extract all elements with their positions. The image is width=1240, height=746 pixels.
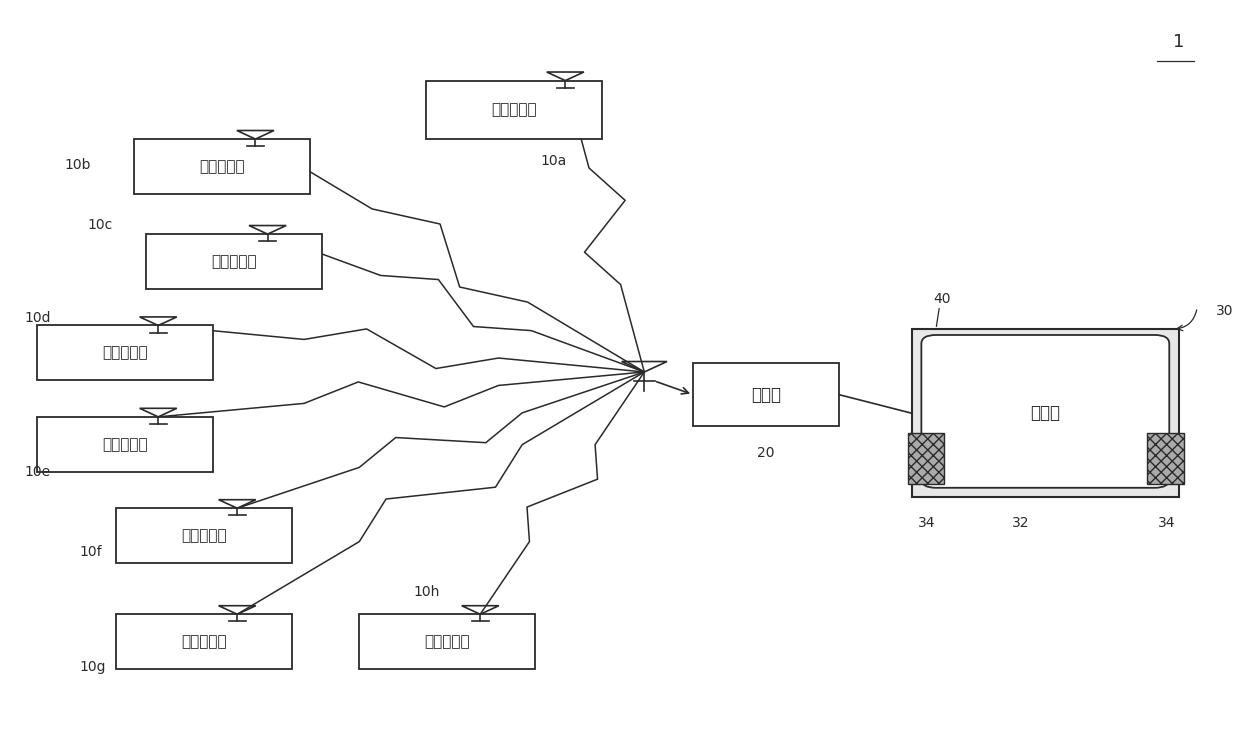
Bar <box>358 614 534 669</box>
Bar <box>134 139 310 194</box>
Bar <box>908 433 945 484</box>
Text: 32: 32 <box>1012 515 1029 530</box>
Bar <box>37 325 213 380</box>
Text: 10a: 10a <box>541 154 567 168</box>
Text: 34: 34 <box>1158 515 1176 530</box>
Text: 无线控制器: 无线控制器 <box>102 436 148 452</box>
Text: 10b: 10b <box>64 157 92 172</box>
Text: 10h: 10h <box>413 586 440 599</box>
Bar <box>115 508 291 563</box>
Text: 30: 30 <box>1215 304 1233 318</box>
Bar <box>693 363 838 426</box>
Text: 10c: 10c <box>88 219 113 232</box>
Text: 1: 1 <box>1173 33 1184 51</box>
Text: 无线控制器: 无线控制器 <box>102 345 148 360</box>
Bar <box>425 81 601 139</box>
Text: 34: 34 <box>918 515 935 530</box>
Text: 游戏机: 游戏机 <box>751 386 781 404</box>
Text: 10d: 10d <box>25 311 51 325</box>
Bar <box>115 614 291 669</box>
Text: 无线控制器: 无线控制器 <box>200 159 244 174</box>
Text: 10g: 10g <box>79 660 105 674</box>
Text: 无线控制器: 无线控制器 <box>181 634 227 649</box>
Bar <box>1147 433 1184 484</box>
Text: 无线控制器: 无线控制器 <box>491 102 537 117</box>
Bar <box>911 329 1179 498</box>
Text: 20: 20 <box>758 446 775 460</box>
Text: 10f: 10f <box>79 545 102 559</box>
Text: 无线控制器: 无线控制器 <box>181 528 227 543</box>
Bar <box>146 234 322 289</box>
Text: 无线控制器: 无线控制器 <box>211 254 257 269</box>
Text: 显示器: 显示器 <box>1030 404 1060 422</box>
Bar <box>37 417 213 471</box>
Text: 10e: 10e <box>25 465 51 479</box>
Text: 40: 40 <box>934 292 951 306</box>
FancyBboxPatch shape <box>921 335 1169 488</box>
Text: 无线控制器: 无线控制器 <box>424 634 470 649</box>
